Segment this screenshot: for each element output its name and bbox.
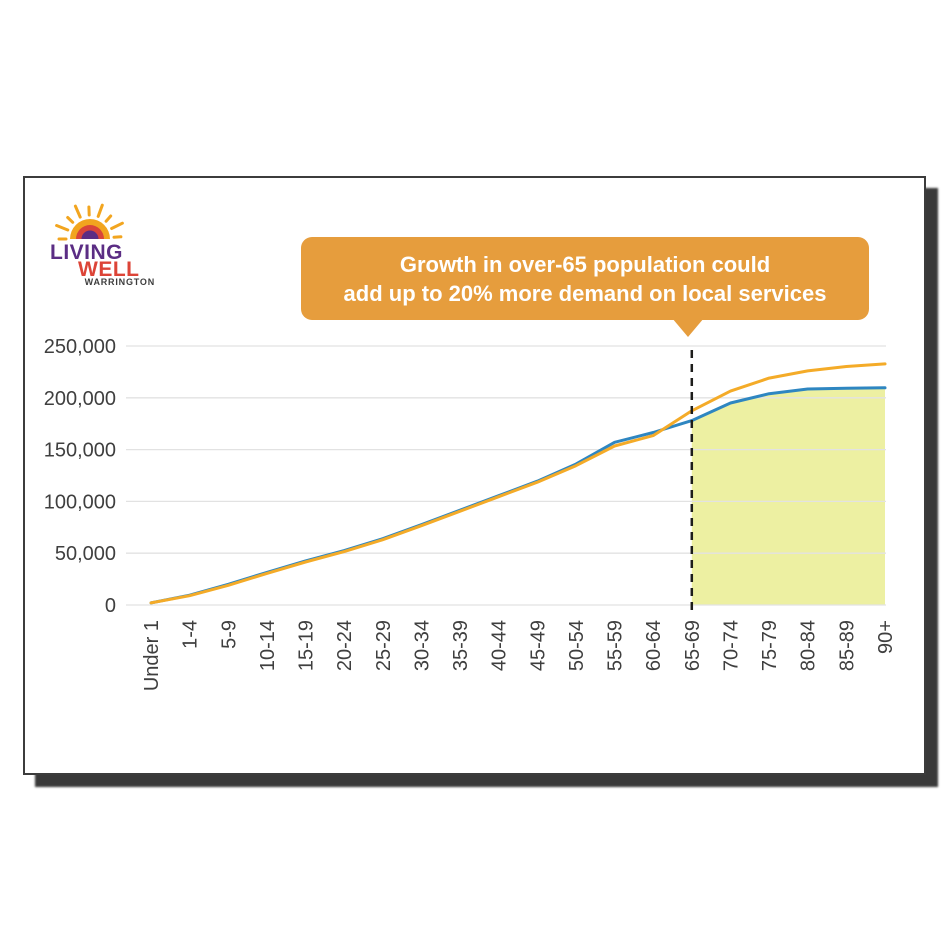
logo-text-well: WELL [78, 258, 139, 281]
y-tick-label: 0 [105, 595, 116, 617]
x-tick-label: 50-54 [566, 620, 588, 671]
y-tick-label: 100,000 [44, 491, 116, 513]
sun-icon [55, 203, 124, 241]
y-tick-label: 250,000 [44, 336, 116, 358]
x-tick-label: 55-59 [605, 620, 627, 671]
x-tick-label: Under 1 [141, 620, 163, 691]
x-tick-label: 10-14 [257, 620, 279, 671]
x-tick-label: 20-24 [334, 620, 356, 671]
x-tick-label: 75-79 [759, 620, 781, 671]
logo-text-living: LIVING [50, 241, 123, 264]
x-tick-label: 5-9 [218, 620, 240, 649]
living-well-warrington-logo: LIVING WELL WARRINGTON [50, 203, 155, 287]
population-cumulative-chart: 0 50,000 100,000 150,000 200,000 250,000 Under… [44, 336, 897, 691]
sun-arc-inner [81, 230, 99, 239]
callout-text-line2: add up to 20% more demand on local servi… [343, 280, 827, 306]
highlight-area-over-65 [691, 387, 885, 605]
x-tick-label: 80-84 [798, 620, 820, 671]
y-tick-label: 150,000 [44, 440, 116, 462]
x-tick-label: 35-39 [450, 620, 472, 671]
logo-text-warrington: WARRINGTON [85, 277, 155, 287]
x-tick-label: 1-4 [180, 620, 202, 649]
callout-text-line1: Growth in over-65 population could [399, 251, 771, 277]
infographic-card: 0 50,000 100,000 150,000 200,000 250,000 Under… [23, 176, 926, 775]
y-tick-label: 50,000 [55, 543, 116, 565]
x-tick-label: 25-29 [373, 620, 395, 671]
callout-tail [672, 318, 704, 337]
x-tick-label: 65-69 [682, 620, 704, 671]
y-tick-label: 200,000 [44, 388, 116, 410]
x-tick-label: 45-49 [527, 620, 549, 671]
x-tick-label: 30-34 [411, 620, 433, 671]
x-tick-label: 40-44 [489, 620, 511, 671]
x-tick-label: 60-64 [643, 620, 665, 671]
x-tick-label: 85-89 [836, 620, 858, 671]
callout-banner: Growth in over-65 population could add u… [301, 237, 869, 320]
yellow-projected-cumulative-population-line [149, 362, 887, 605]
x-tick-label: 90+ [875, 620, 897, 654]
x-tick-label: 70-74 [721, 620, 743, 671]
sun-rays [55, 203, 124, 241]
x-tick-label: 15-19 [296, 620, 318, 671]
